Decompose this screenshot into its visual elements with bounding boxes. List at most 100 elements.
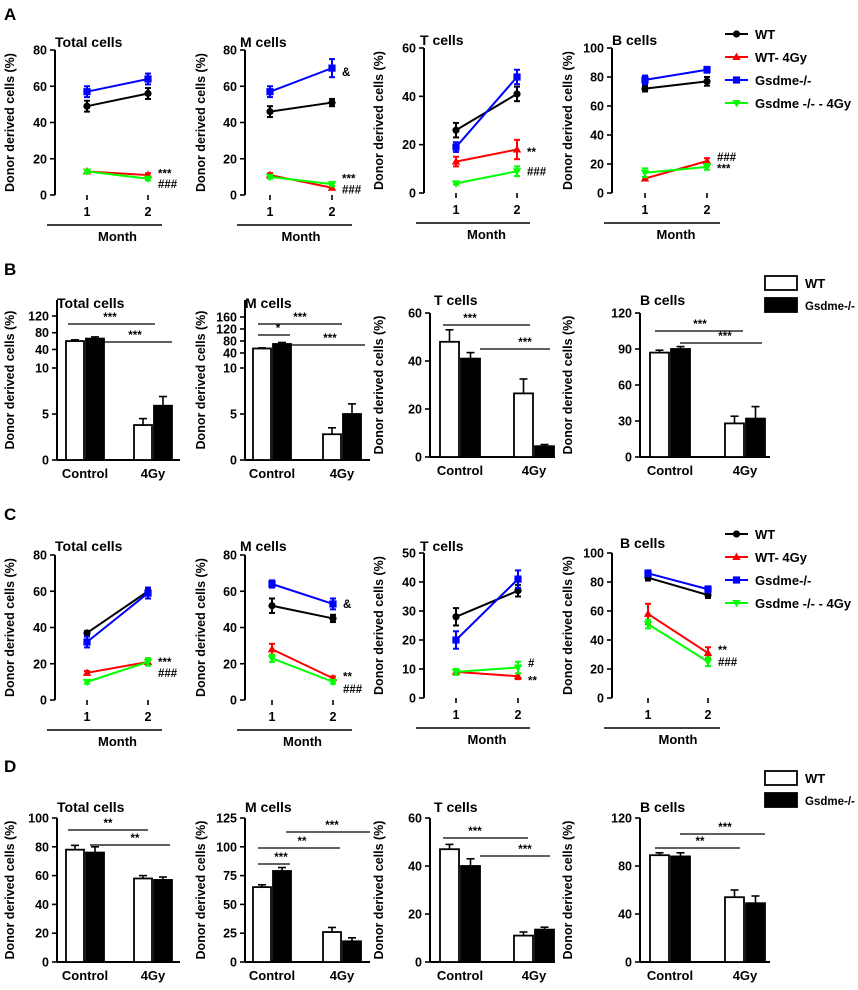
data-point	[143, 175, 153, 184]
chart-title: M cells	[240, 34, 287, 50]
data-point	[451, 180, 461, 188]
x-axis-label: Month	[659, 732, 698, 747]
significance-label: *	[276, 323, 281, 335]
data-point	[513, 671, 523, 680]
chart-panel: Total cells Donor derived cells (%) 0 20 40 6…	[3, 34, 178, 244]
series-0	[641, 76, 711, 93]
y-tick-label: 40	[618, 908, 632, 922]
significance-label: ***	[518, 844, 532, 856]
y-tick-label: 0	[42, 956, 49, 970]
significance-label: ***	[718, 822, 732, 834]
panel-label-a: A	[4, 5, 16, 24]
panel-label-d: D	[4, 757, 16, 776]
y-tick-label: 60	[408, 307, 422, 321]
y-tick-label: 0	[597, 692, 604, 706]
bar-wt	[439, 340, 460, 458]
y-axis-label: Donor derived cells (%)	[372, 316, 386, 455]
series-3	[451, 660, 523, 677]
data-point	[144, 89, 152, 98]
bar-wt	[133, 877, 153, 963]
y-axis-label: Donor derived cells (%)	[194, 821, 208, 960]
series-0	[452, 583, 522, 627]
series-line	[644, 165, 708, 174]
series-2	[266, 58, 336, 99]
bar-gsdme	[670, 855, 691, 963]
chart-panel: Total cells Donor derived cells (%) 0 20 40 6…	[3, 799, 180, 983]
y-tick-label: 125	[216, 812, 237, 826]
series-0	[83, 586, 152, 637]
significance-label: ***	[463, 313, 477, 325]
y-tick-label: 80	[33, 44, 47, 58]
x-tick-label: 4Gy	[141, 466, 166, 481]
bar-gsdme	[534, 928, 555, 963]
chart-title: T cells	[434, 799, 478, 815]
legend-entry: WT- 4Gy	[725, 550, 808, 565]
legend-label: WT- 4Gy	[755, 50, 808, 65]
data-point	[703, 658, 713, 667]
x-tick-label: Control	[647, 463, 693, 478]
series-line	[644, 80, 708, 90]
series-2	[83, 586, 152, 649]
x-tick-label: 1	[269, 710, 276, 724]
data-point	[144, 589, 152, 597]
y-tick-label: 0	[415, 451, 422, 465]
series-0	[644, 573, 712, 599]
legend-label: WT	[755, 27, 775, 42]
legend-swatch	[764, 275, 798, 291]
y-tick-label: 80	[590, 71, 604, 85]
y-tick-label: 20	[223, 152, 237, 166]
x-tick-label: 1	[267, 205, 274, 219]
chart-title: B cells	[612, 32, 657, 48]
data-point	[83, 102, 91, 110]
data-point	[327, 181, 337, 189]
legend-entry: WT	[725, 27, 775, 42]
y-tick-label: 0	[230, 694, 237, 708]
series-line	[86, 590, 149, 634]
y-tick-label: 40	[33, 116, 47, 130]
bar-wt	[322, 931, 342, 963]
x-tick-label: Control	[647, 968, 693, 983]
data-point	[329, 614, 337, 623]
y-axis-label: Donor derived cells (%)	[194, 311, 208, 450]
series-line	[269, 67, 333, 93]
chart-panel: M cells Donor derived cells (%) 0 25 50 75 100…	[194, 799, 370, 983]
data-point	[514, 587, 522, 595]
bar-gsdme	[153, 879, 173, 963]
significance-label: **	[718, 645, 727, 657]
x-axis-label: Month	[468, 732, 507, 747]
y-tick-label: 10	[223, 362, 237, 376]
y-tick-label: 40	[590, 634, 604, 648]
legend-marker	[732, 576, 741, 584]
y-tick-label: 40	[402, 90, 416, 104]
y-tick-label: 120	[28, 310, 49, 324]
series-3	[267, 653, 338, 687]
significance-label: ***	[158, 657, 172, 669]
y-tick-label: 0	[625, 451, 632, 465]
data-point	[452, 636, 460, 644]
data-point	[451, 157, 461, 165]
data-point	[452, 126, 460, 134]
bar-gsdme	[342, 413, 362, 461]
series-3	[82, 168, 153, 184]
x-tick-label: 2	[330, 710, 337, 724]
y-axis-label: Donor derived cells (%)	[3, 558, 17, 697]
bar-gsdme	[460, 357, 481, 458]
legend-swatch	[764, 770, 798, 786]
y-tick-label: 60	[35, 869, 49, 883]
significance-label: &	[342, 67, 350, 79]
chart-title: M cells	[245, 799, 292, 815]
y-tick-label: 0	[230, 454, 237, 468]
legend-label: Gsdme -/- - 4Gy	[755, 596, 852, 611]
y-tick-label: 60	[33, 80, 47, 94]
chart-panel: B cells Donor derived cells (%) 0 20 40 60 80 1…	[561, 32, 737, 242]
x-tick-label: Control	[249, 968, 295, 983]
legend-entry: WT- 4Gy	[725, 50, 808, 65]
data-point	[513, 90, 521, 98]
series-1	[643, 602, 713, 660]
series-line	[271, 657, 334, 683]
data-point	[328, 678, 338, 687]
data-point	[513, 664, 523, 672]
panel-label-c: C	[4, 505, 16, 524]
data-point	[266, 88, 274, 96]
x-tick-label: 2	[145, 710, 152, 724]
